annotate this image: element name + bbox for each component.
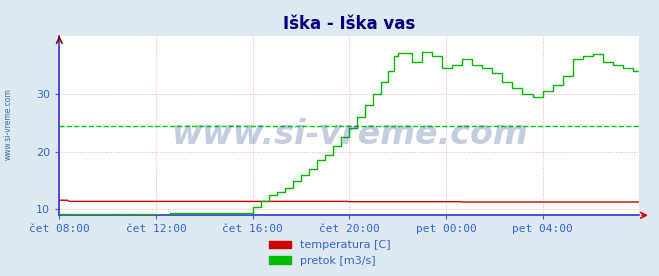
Text: www.si-vreme.com: www.si-vreme.com: [171, 118, 528, 151]
Text: www.si-vreme.com: www.si-vreme.com: [4, 88, 13, 160]
Legend: temperatura [C], pretok [m3/s]: temperatura [C], pretok [m3/s]: [264, 236, 395, 270]
Title: Iška - Iška vas: Iška - Iška vas: [283, 15, 415, 33]
